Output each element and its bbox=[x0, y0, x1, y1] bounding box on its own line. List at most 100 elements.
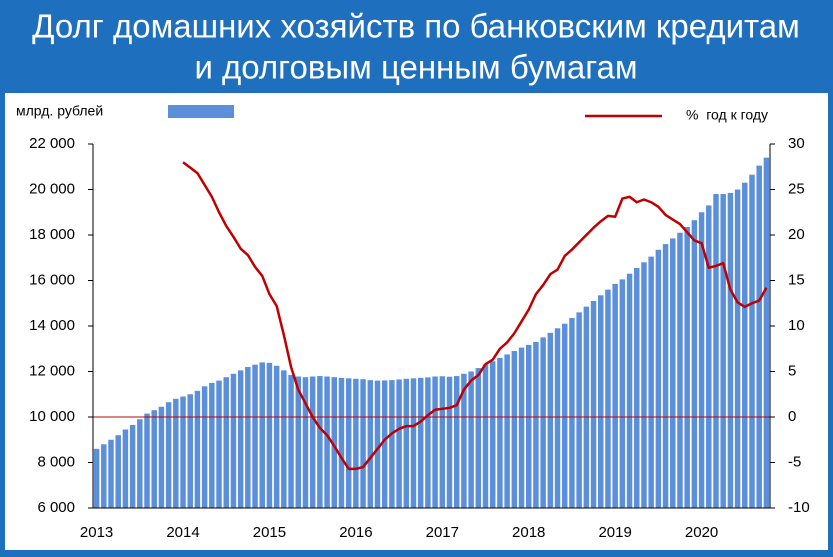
chart-title: Долг домашних хозяйств по банковским кре… bbox=[32, 8, 800, 45]
bar bbox=[345, 378, 352, 508]
y-tick-label: 22 000 bbox=[29, 135, 75, 152]
bar bbox=[144, 413, 150, 508]
bar bbox=[252, 364, 258, 508]
bar bbox=[691, 220, 698, 508]
bar bbox=[209, 382, 215, 508]
bar bbox=[626, 273, 633, 508]
bar bbox=[410, 378, 417, 508]
bar bbox=[713, 194, 719, 509]
bar bbox=[684, 227, 690, 508]
bar bbox=[187, 394, 193, 508]
bar bbox=[533, 341, 539, 508]
bar bbox=[670, 238, 676, 508]
legend-swatch bbox=[168, 105, 234, 118]
bar bbox=[360, 379, 366, 508]
bar bbox=[706, 205, 712, 509]
x-tick-label: 2015 bbox=[253, 524, 286, 541]
bar bbox=[583, 306, 590, 508]
y-tick-label: 8 000 bbox=[37, 453, 75, 470]
bar bbox=[554, 328, 561, 508]
y-tick-label: 18 000 bbox=[29, 226, 75, 243]
bar bbox=[338, 377, 345, 508]
y-tick-label: 10 000 bbox=[29, 408, 75, 425]
bar bbox=[605, 289, 611, 508]
bar bbox=[223, 377, 229, 508]
y2-tick-label: 0 bbox=[788, 408, 796, 425]
bar bbox=[734, 189, 741, 508]
x-tick-label: 2017 bbox=[426, 524, 459, 541]
bar bbox=[122, 429, 129, 508]
y2-tick-label: -5 bbox=[788, 453, 801, 470]
bar bbox=[562, 323, 568, 508]
legend-label: млрд. рублей bbox=[16, 103, 103, 119]
chart-title: и долговым ценным бумагам bbox=[194, 49, 637, 86]
bar bbox=[641, 262, 647, 508]
bar bbox=[742, 182, 748, 509]
bar bbox=[273, 365, 280, 508]
bar bbox=[439, 376, 446, 508]
bar bbox=[180, 396, 186, 508]
bar bbox=[518, 347, 525, 508]
x-tick-label: 2013 bbox=[80, 524, 113, 541]
bar bbox=[569, 318, 575, 508]
y-tick-label: 16 000 bbox=[29, 271, 75, 288]
bar bbox=[245, 366, 251, 508]
bar bbox=[417, 377, 424, 508]
bar bbox=[655, 249, 662, 508]
bar bbox=[403, 378, 410, 508]
x-tick-label: 2014 bbox=[166, 524, 199, 541]
bar bbox=[101, 444, 107, 508]
legend-label: % год к году bbox=[686, 107, 768, 123]
bar bbox=[389, 380, 395, 508]
bar bbox=[749, 174, 755, 508]
x-tick-label: 2020 bbox=[685, 524, 718, 541]
bar bbox=[425, 377, 431, 508]
bar bbox=[648, 256, 654, 508]
bar bbox=[288, 374, 294, 508]
bar bbox=[381, 380, 388, 508]
bar bbox=[173, 398, 179, 508]
bar bbox=[137, 419, 143, 508]
bar bbox=[396, 379, 402, 508]
bar bbox=[612, 283, 618, 508]
bar bbox=[763, 157, 770, 508]
bar bbox=[115, 435, 121, 508]
bar bbox=[302, 377, 309, 508]
bar bbox=[489, 361, 496, 508]
y-tick-label: 20 000 bbox=[29, 180, 75, 197]
bar bbox=[482, 364, 489, 508]
bar bbox=[547, 332, 554, 508]
bar bbox=[698, 212, 705, 508]
bar bbox=[720, 194, 726, 509]
bar bbox=[309, 376, 316, 508]
y-tick-label: 14 000 bbox=[29, 317, 75, 334]
bar bbox=[461, 373, 467, 508]
bar bbox=[598, 295, 604, 508]
bar bbox=[432, 376, 438, 508]
bar bbox=[295, 376, 301, 508]
bar bbox=[324, 376, 330, 508]
bar bbox=[259, 362, 265, 508]
bar bbox=[158, 406, 165, 508]
bar bbox=[525, 344, 532, 508]
bar bbox=[129, 424, 136, 508]
bar bbox=[453, 376, 460, 508]
x-tick-label: 2019 bbox=[598, 524, 631, 541]
x-tick-label: 2018 bbox=[512, 524, 545, 541]
bar bbox=[475, 368, 482, 508]
y2-tick-label: 15 bbox=[788, 271, 805, 288]
bar bbox=[367, 380, 374, 508]
bar bbox=[540, 337, 546, 508]
bar bbox=[151, 410, 157, 508]
y2-tick-label: 25 bbox=[788, 180, 805, 197]
bar bbox=[331, 377, 338, 508]
line bbox=[182, 161, 768, 471]
bar bbox=[619, 279, 626, 508]
bar bbox=[634, 267, 640, 508]
y2-tick-label: 20 bbox=[788, 226, 805, 243]
bar bbox=[468, 371, 474, 508]
bar bbox=[201, 386, 208, 508]
bar bbox=[727, 192, 734, 508]
